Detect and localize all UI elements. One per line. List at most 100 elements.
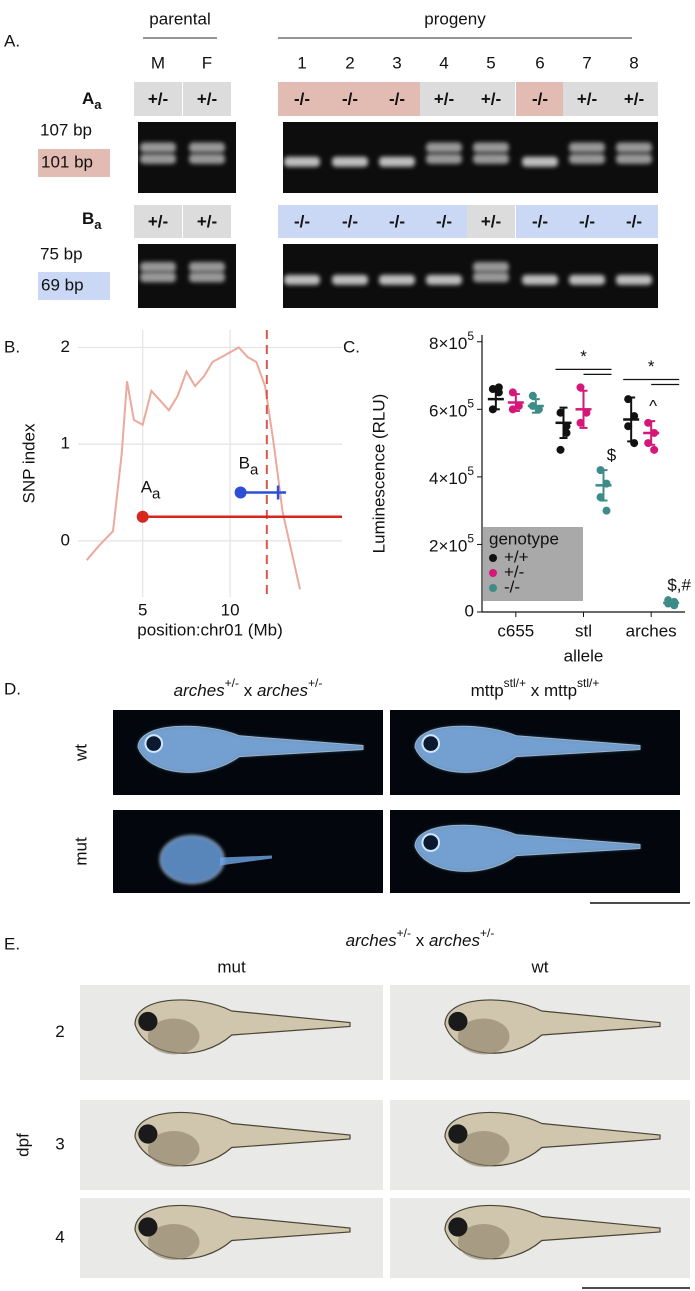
x-tick-label: stl xyxy=(575,621,592,640)
genotype: +/- xyxy=(481,89,501,108)
genotype: -/- xyxy=(626,212,642,231)
y-tick-label: 4×105 xyxy=(429,464,474,488)
genotype: -/- xyxy=(342,212,358,231)
data-point xyxy=(602,506,611,515)
column-title: mttpstl/+ x mttpstl/+ xyxy=(471,676,600,700)
genotype-cell xyxy=(467,82,515,116)
genotype: +/- xyxy=(624,89,644,108)
y-tick-label: 2×105 xyxy=(429,532,474,556)
y-tick-label: 8×105 xyxy=(429,329,474,353)
genotype-cell xyxy=(420,205,468,238)
genotype: +/- xyxy=(434,89,454,108)
tick-mantissa: 4×10 xyxy=(429,469,467,488)
gel-band xyxy=(522,156,558,167)
x-tick-label: 10 xyxy=(221,600,240,619)
gel-band xyxy=(616,142,652,153)
lane-label: 3 xyxy=(392,53,401,72)
gel-band xyxy=(140,142,176,153)
fish-eye xyxy=(144,734,164,753)
band-size-highlight xyxy=(38,272,110,300)
tick-exponent: 5 xyxy=(467,329,474,343)
genotype-cell xyxy=(326,205,374,238)
title-part: stl/+ xyxy=(577,676,599,690)
data-point xyxy=(650,445,659,454)
panel-letter: C. xyxy=(343,337,360,356)
tail-stub xyxy=(220,855,272,866)
genotype: -/- xyxy=(532,89,548,108)
genotype: +/- xyxy=(197,212,217,231)
main-letter: A xyxy=(141,478,153,497)
gel-band xyxy=(189,153,225,164)
title-part: +/- xyxy=(480,926,494,940)
subscript: a xyxy=(94,217,102,232)
column-title: wt xyxy=(531,957,549,976)
title-part: x xyxy=(526,681,544,700)
gel-band xyxy=(473,142,509,153)
lane-label: 4 xyxy=(439,53,448,72)
title-part: arches xyxy=(346,931,398,950)
genotype: +/- xyxy=(148,89,168,108)
genotype: -/- xyxy=(389,212,405,231)
genotype-cell xyxy=(563,205,611,238)
y-axis-title: Luminescence (RLU) xyxy=(369,394,388,554)
x-tick-label: arches xyxy=(626,621,677,640)
marker-label: Aa xyxy=(141,478,161,502)
panel-letter: D. xyxy=(4,679,21,698)
genotype: +/- xyxy=(148,212,168,231)
gel-band xyxy=(522,274,558,285)
lane-label: 7 xyxy=(582,53,591,72)
fish-eye xyxy=(448,1124,468,1144)
gel-band xyxy=(189,272,225,283)
tick-mantissa: 6×10 xyxy=(429,402,467,421)
plot-area xyxy=(78,330,342,597)
subscript: a xyxy=(152,486,161,503)
subscript: a xyxy=(250,461,259,478)
fish-eye xyxy=(421,833,441,852)
genotype: -/- xyxy=(294,89,310,108)
lane-label: 2 xyxy=(345,53,354,72)
fish-yolk xyxy=(147,1224,200,1260)
main-letter: B xyxy=(82,209,94,228)
title-part: mttp xyxy=(544,681,577,700)
marker-point xyxy=(136,510,149,523)
legend-label: +/+ xyxy=(504,547,529,566)
x-tick-label: c655 xyxy=(497,621,534,640)
genotype: -/- xyxy=(532,212,548,231)
genotype: -/- xyxy=(342,89,358,108)
fish-yolk xyxy=(147,1018,200,1055)
tick-mantissa: 2×10 xyxy=(429,537,467,556)
y-axis-title: SNP index xyxy=(19,423,38,504)
tick-mantissa: 8×10 xyxy=(429,334,467,353)
genotype-cell xyxy=(134,82,182,116)
gel-band xyxy=(426,274,462,285)
fish-eye xyxy=(448,1217,468,1237)
x-axis-title: allele xyxy=(564,646,604,665)
lane-label: M xyxy=(151,53,165,72)
marker-label: Ba xyxy=(239,454,259,478)
gel-band xyxy=(332,274,368,285)
group-label: progeny xyxy=(424,9,486,28)
title-part: arches xyxy=(257,681,309,700)
significance-mark: * xyxy=(580,347,587,366)
genotype: +/- xyxy=(481,212,501,231)
genotype: -/- xyxy=(389,89,405,108)
genotype-cell xyxy=(563,82,611,116)
panel-title: arches+/- x arches+/- xyxy=(346,926,495,950)
gel-band xyxy=(616,274,652,285)
row-title: dpf xyxy=(13,1133,32,1157)
yolk-blob xyxy=(159,835,225,884)
gel-band xyxy=(569,274,605,285)
gel-band xyxy=(569,153,605,164)
gel-band xyxy=(140,153,176,164)
fish-yolk xyxy=(147,1131,200,1167)
significance-mark: $ xyxy=(607,446,617,465)
band-size: 69 bp xyxy=(41,275,84,294)
genotype-cell xyxy=(467,205,515,238)
main-letter: B xyxy=(239,454,250,473)
title-part: mttp xyxy=(471,681,504,700)
data-point xyxy=(556,445,565,454)
fish-yolk xyxy=(457,1018,510,1055)
gel-marker: Aa xyxy=(82,89,102,112)
genotype: -/- xyxy=(579,212,595,231)
